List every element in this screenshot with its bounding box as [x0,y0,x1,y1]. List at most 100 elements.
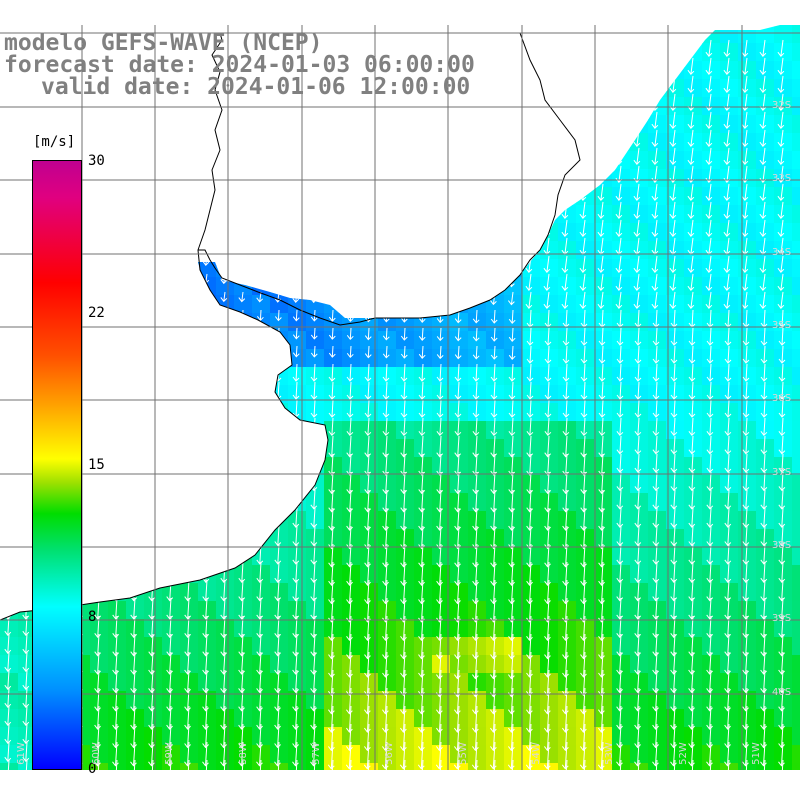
wind-speed-cell [522,547,541,566]
wind-speed-cell [522,403,541,422]
wind-arrow [688,525,696,547]
wind-arrow [238,273,246,285]
wind-speed-cell [216,223,235,242]
wind-speed-cell [756,691,775,710]
wind-arrow [328,165,335,178]
wind-speed-cell [594,331,613,350]
wind-arrow [723,255,731,273]
wind-speed-cell [576,79,595,98]
wind-speed-cell [342,169,361,188]
wind-speed-cell [774,151,793,170]
wind-arrow [292,147,300,159]
wind-speed-cell [720,655,739,674]
wind-arrow [724,525,732,547]
wind-speed-cell [378,601,397,620]
wind-speed-cell [756,655,775,674]
wind-speed-cell [342,475,361,494]
wind-speed-cell [108,601,127,620]
wind-speed-cell [468,673,487,692]
wind-arrow [22,615,30,636]
wind-arrow [597,759,605,770]
wind-arrow [274,453,282,473]
wind-speed-cell [342,511,361,530]
wind-arrow [669,57,677,75]
wind-arrow [706,417,714,437]
wind-arrow [526,399,534,418]
wind-arrow [328,129,335,142]
wind-speed-cell [486,601,505,620]
wind-arrow [616,345,624,364]
wind-speed-cell [558,637,577,656]
wind-speed-cell [648,547,667,566]
wind-arrow [148,381,156,400]
wind-arrow [705,273,713,291]
wind-arrow [454,165,461,179]
wind-speed-cell [306,277,325,296]
wind-speed-cell [126,439,145,458]
wind-arrow [634,723,641,749]
wind-speed-cell [486,709,505,728]
wind-arrow [472,579,479,605]
wind-speed-cell [792,205,800,224]
wind-speed-cell [306,151,325,170]
wind-arrow [274,669,281,694]
wind-arrow [472,327,480,342]
wind-arrow [760,525,768,547]
wind-speed-cell [324,421,343,440]
wind-arrow [202,651,209,675]
wind-arrow [472,39,479,53]
wind-arrow [670,363,678,382]
wind-speed-cell [0,241,19,260]
wind-speed-cell [522,583,541,602]
wind-arrow [238,705,245,730]
wind-arrow [652,327,660,346]
wind-speed-cell [792,439,800,458]
wind-arrow [760,363,768,382]
wind-speed-cell [144,565,163,584]
wind-speed-cell [486,457,505,476]
wind-arrow [328,111,335,124]
wind-arrow [777,147,785,165]
wind-arrow [346,489,354,513]
wind-speed-cell [378,511,397,530]
wind-arrow [328,435,336,458]
wind-speed-cell [162,601,181,620]
wind-speed-cell [684,349,703,368]
wind-arrow [724,363,732,382]
wind-arrow [165,183,173,201]
wind-arrow [580,471,588,495]
wind-arrow [202,579,210,602]
wind-speed-cell [234,439,253,458]
wind-speed-cell [468,277,487,296]
wind-speed-cell [126,493,145,512]
wind-arrow [112,363,120,382]
wind-arrow [220,147,228,159]
wind-arrow [274,363,282,382]
wind-arrow [418,183,425,197]
wind-arrow [93,237,101,255]
wind-speed-cell [540,115,559,134]
wind-speed-cell [396,529,415,548]
wind-arrow [580,651,587,678]
wind-speed-cell [252,691,271,710]
wind-speed-cell [684,385,703,404]
wind-arrow [760,399,768,418]
wind-arrow [579,183,587,201]
wind-arrow [508,723,515,752]
wind-speed-cell [18,655,37,674]
wind-speed-cell [324,331,343,350]
wind-speed-cell [504,61,523,80]
wind-arrow [741,147,749,165]
wind-arrow [274,471,282,492]
wind-arrow [706,507,714,528]
wind-speed-cell [306,223,325,242]
wind-speed-cell [306,673,325,692]
wind-speed-cell [198,277,217,296]
wind-arrow [238,669,245,694]
wind-speed-cell [630,259,649,278]
wind-speed-cell [270,457,289,476]
wind-arrow [184,597,192,620]
wind-speed-cell [144,439,163,458]
wind-arrow [543,759,551,770]
wind-arrow [454,183,461,197]
